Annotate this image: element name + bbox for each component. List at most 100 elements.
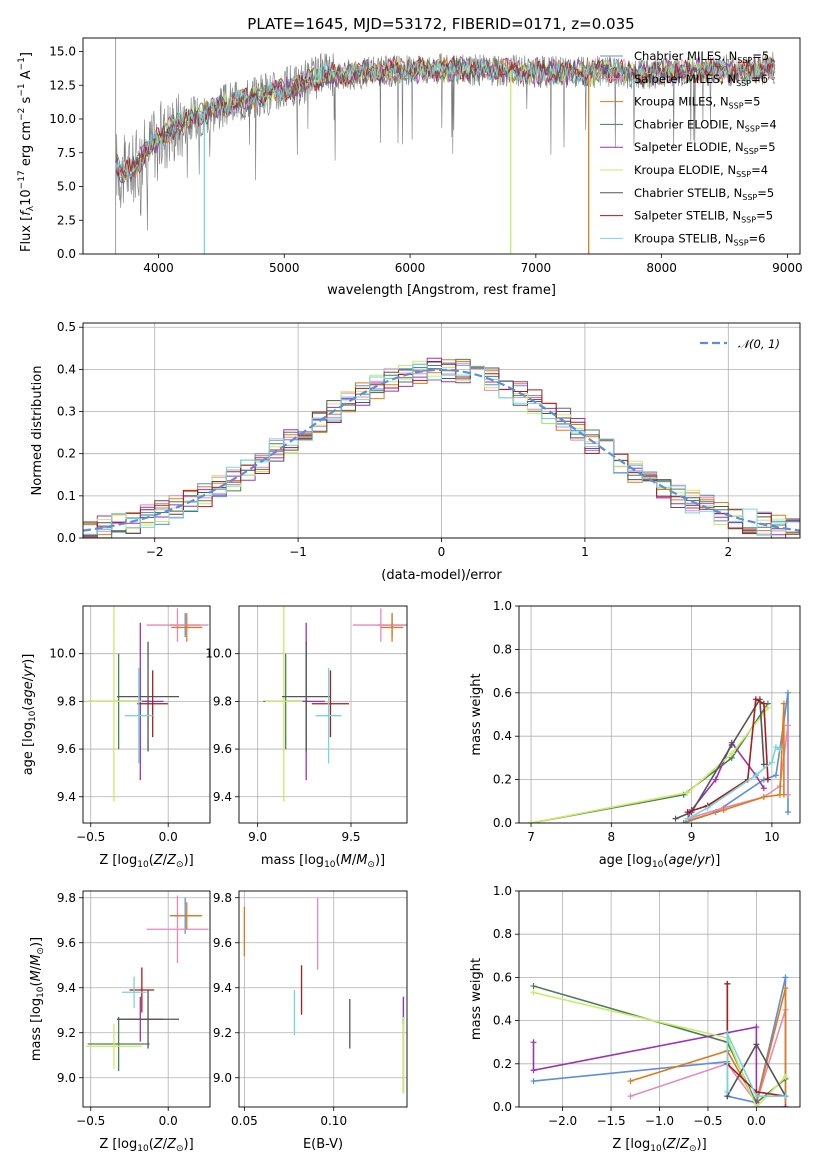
x-tick-label: −0.5 xyxy=(76,1114,105,1128)
y-tick-label: 0.8 xyxy=(493,927,512,941)
legend-label: Chabrier ELODIE, NSSP=4 xyxy=(634,117,777,133)
x-axis-label: wavelength [Angstrom, rest frame] xyxy=(327,283,556,298)
legend-label: Salpeter MILES, NSSP=6 xyxy=(634,72,768,88)
figure-title: PLATE=1645, MJD=53172, FIBERID=0171, z=0… xyxy=(247,15,634,33)
series-marker-kroupa_stelib xyxy=(776,746,783,753)
panel-residuals: −2 −1 0 1 2 0.0 0.1 0.2 0.3 0.4 0.5 𝒩(0, 1) (data-mo… xyxy=(30,320,801,583)
y-axis-label: mass weight xyxy=(469,673,484,755)
histogram-chabrier_stelib xyxy=(83,366,800,536)
y-tick-label: 0.4 xyxy=(493,1014,512,1028)
series-marker-salpeter_elodie xyxy=(782,1104,789,1107)
x-tick-label: 0.0 xyxy=(159,1114,178,1128)
axes-frame xyxy=(82,322,801,539)
series-line-salpeter_miles xyxy=(687,725,789,820)
x-axis-label: age [log10(age/yr)] xyxy=(599,853,721,870)
y-tick-label: 0.3 xyxy=(57,405,76,419)
panel-mass_vs_ebv: 0.05 0.10 9.0 9.2 9.4 9.6 9.8 E(B-V) xyxy=(213,890,408,1152)
series-marker-chabrier_miles xyxy=(784,689,791,696)
y-tick-label: 0.0 xyxy=(493,816,512,830)
axes-frame xyxy=(82,890,211,1108)
series-marker-chabrier_miles xyxy=(784,809,791,816)
x-tick-label: 0.0 xyxy=(159,830,178,844)
legend-label: 𝒩(0, 1) xyxy=(738,337,780,351)
y-tick-label: 0.2 xyxy=(57,447,76,461)
y-tick-label: 9.4 xyxy=(57,981,76,995)
x-axis-label: E(B-V) xyxy=(303,1137,343,1152)
y-tick-label: 0.0 xyxy=(57,247,76,261)
y-axis-label: Flux [fλ10−17 erg cm−2 s−1 A−1] xyxy=(17,52,36,252)
series-line-salpeter_stelib xyxy=(687,698,769,813)
x-tick-label: 5000 xyxy=(269,261,300,275)
plot-area xyxy=(528,689,791,823)
x-tick-label: 9 xyxy=(688,830,696,844)
series-marker-kroupa_stelib xyxy=(724,1030,731,1037)
y-tick-label: 9.0 xyxy=(57,1071,76,1085)
series-marker-chabrier_stelib xyxy=(760,761,767,768)
x-axis-label: Z [log10(Z/Z⊙)] xyxy=(99,1137,193,1154)
y-tick-label: 0.6 xyxy=(493,686,512,700)
series-line-kroupa_elodie xyxy=(530,707,769,823)
series-marker-kroupa_elodie xyxy=(684,789,691,796)
y-tick-label: 9.4 xyxy=(213,790,232,804)
series-marker-salpeter_miles xyxy=(784,722,791,729)
y-tick-label: 0.2 xyxy=(493,773,512,787)
model-spectrum-salpeter_stelib xyxy=(115,56,776,177)
axes-frame xyxy=(518,605,801,824)
x-tick-label: 0.05 xyxy=(231,1114,258,1128)
panel-mass_vs_Z: −0.5 0.0 9.0 9.2 9.4 9.6 9.8 Z [log10(Z/Z⊙)] mas… xyxy=(29,890,211,1154)
y-tick-label: 9.8 xyxy=(57,694,76,708)
x-tick-label: 9000 xyxy=(772,261,803,275)
y-tick-label: 2.5 xyxy=(57,213,76,227)
series-marker-chabrier_miles xyxy=(680,820,687,823)
series-marker-kroupa_stelib xyxy=(782,1093,789,1100)
series-marker-salpeter_stelib xyxy=(724,980,731,987)
panel-weight_vs_Z: −2.0 −1.5 −1.0 −0.5 0.0 0.0 0.2 0.4 0.6 0.8 1.0 mas… xyxy=(469,884,801,1154)
series-marker-kroupa_elodie xyxy=(530,989,537,996)
series-line-salpeter_stelib xyxy=(726,983,786,1097)
series-marker-salpeter_stelib xyxy=(684,809,691,816)
y-axis-label: Normed distribution xyxy=(30,366,45,496)
x-tick-label: −0.5 xyxy=(76,830,105,844)
legend: Chabrier MILES, NSSP=5 Salpeter MILES, NS… xyxy=(600,49,777,247)
y-tick-label: 9.6 xyxy=(213,936,232,950)
plot-area xyxy=(263,606,407,802)
x-tick-label: 0 xyxy=(438,545,446,559)
series-marker-salpeter_stelib xyxy=(760,700,767,707)
series-marker-chabrier_stelib xyxy=(672,815,679,822)
legend-label: Kroupa ELODIE, NSSP=4 xyxy=(634,163,768,179)
series-marker-salpeter_stelib xyxy=(764,776,771,783)
plot-area xyxy=(115,38,776,254)
x-tick-label: −2.0 xyxy=(548,1114,577,1128)
plot-area xyxy=(83,357,800,538)
x-tick-label: 10 xyxy=(764,830,779,844)
model-spectrum-kroupa_stelib xyxy=(115,56,776,178)
series-marker-kroupa_elodie xyxy=(782,1073,789,1080)
series-marker-salpeter_elodie xyxy=(760,785,767,792)
series-marker-kroupa_miles xyxy=(782,985,789,992)
series-marker-kroupa_stelib xyxy=(753,1093,760,1100)
y-tick-label: 9.2 xyxy=(57,1026,76,1040)
panel-weight_vs_age: 7 8 9 10 0.0 0.2 0.4 0.6 0.8 1.0 mass weight age [l… xyxy=(469,599,801,870)
series-marker-kroupa_miles xyxy=(780,700,787,707)
series-marker-kroupa_stelib xyxy=(768,759,775,766)
series-line-kroupa_miles xyxy=(687,703,785,822)
y-tick-label: 0.0 xyxy=(493,1100,512,1114)
series-marker-kroupa_miles xyxy=(720,806,727,813)
x-tick-label: 0.10 xyxy=(320,1114,347,1128)
x-tick-label: 9.5 xyxy=(341,830,360,844)
axes-frame xyxy=(238,890,408,1108)
y-axis-label: mass [log10(M/M⊙)] xyxy=(29,937,46,1061)
plot-area xyxy=(530,974,789,1107)
x-axis-label: mass [log10(M/M⊙)] xyxy=(261,853,385,870)
y-tick-label: 0.6 xyxy=(493,970,512,984)
y-tick-label: 9.6 xyxy=(57,742,76,756)
y-axis-label: mass weight xyxy=(469,958,484,1040)
series-marker-salpeter_elodie xyxy=(530,1067,537,1074)
series-marker-kroupa_stelib xyxy=(684,815,691,822)
series-marker-salpeter_miles xyxy=(627,1093,634,1100)
series-marker-kroupa_stelib xyxy=(772,744,779,751)
y-tick-label: 9.8 xyxy=(57,891,76,905)
legend-label: Chabrier MILES, NSSP=5 xyxy=(634,49,769,65)
panel-spectrum: 4000 5000 6000 7000 8000 9000 0.0 2.5 5.0 7.5 10.0… xyxy=(17,37,803,298)
